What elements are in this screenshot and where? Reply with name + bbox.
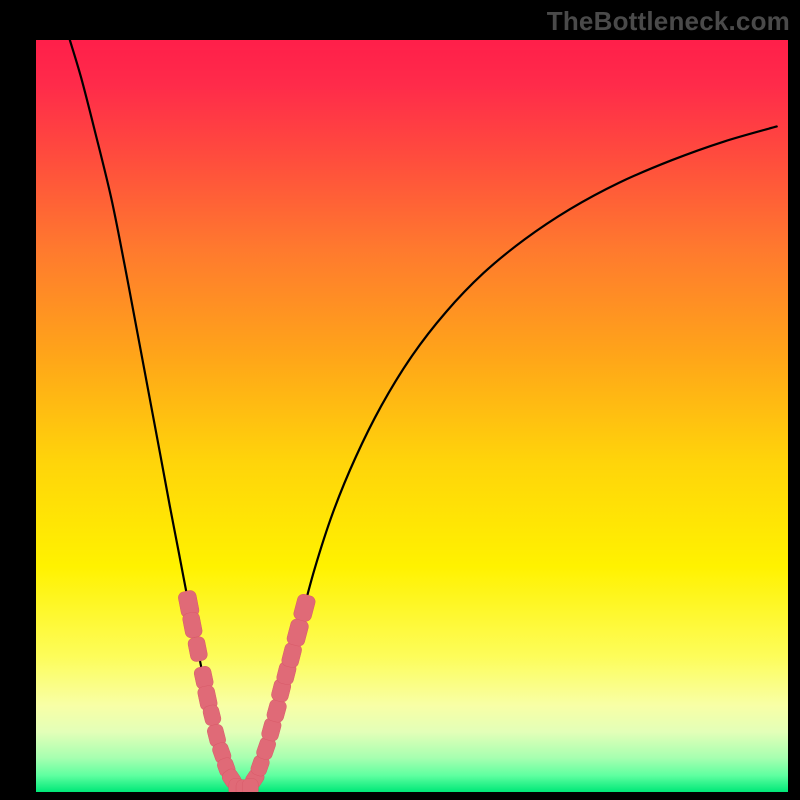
chart-container: TheBottleneck.com xyxy=(0,0,800,800)
watermark-text: TheBottleneck.com xyxy=(547,6,790,37)
gradient-background xyxy=(36,40,788,792)
plot-svg xyxy=(36,40,788,792)
plot-area xyxy=(36,40,788,792)
curve-marker xyxy=(242,778,258,792)
